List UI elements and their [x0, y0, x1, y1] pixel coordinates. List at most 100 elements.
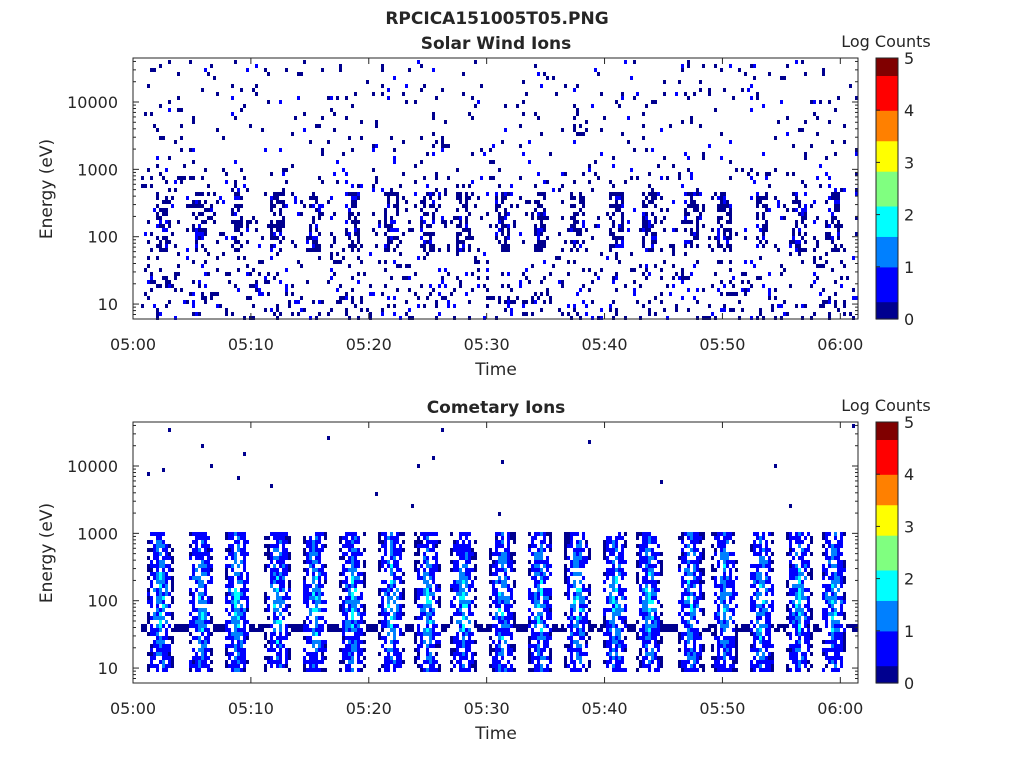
heatmap-cell: [408, 264, 411, 268]
heatmap-cell: [231, 652, 234, 656]
heatmap-cell: [519, 144, 522, 148]
heatmap-cell: [612, 568, 615, 572]
heatmap-cell: [498, 644, 501, 648]
heatmap-cell: [738, 300, 741, 304]
heatmap-cell: [384, 636, 387, 640]
heatmap-cell: [327, 312, 330, 316]
heatmap-cell: [282, 188, 285, 192]
heatmap-cell: [321, 212, 324, 216]
heatmap-cell: [816, 216, 819, 220]
heatmap-cell: [312, 192, 315, 196]
heatmap-cell: [522, 304, 525, 308]
heatmap-cell: [159, 660, 162, 664]
heatmap-cell: [207, 548, 210, 552]
heatmap-cell: [198, 232, 201, 236]
heatmap-cell: [441, 88, 444, 92]
heatmap-cell: [429, 240, 432, 244]
heatmap-cell: [354, 224, 357, 228]
heatmap-cell: [621, 192, 624, 196]
heatmap-cell: [318, 204, 321, 208]
heatmap-cell: [729, 228, 732, 232]
heatmap-cell: [240, 536, 243, 540]
heatmap-cell: [246, 660, 249, 664]
heatmap-cell: [645, 564, 648, 568]
heatmap-cell: [195, 216, 198, 220]
heatmap-cell: [330, 96, 333, 100]
heatmap-cell: [708, 88, 711, 92]
heatmap-cell: [357, 632, 360, 636]
heatmap-cell: [273, 660, 276, 664]
heatmap-cell: [471, 652, 474, 656]
heatmap-cell: [606, 600, 609, 604]
heatmap-cell: [372, 168, 375, 172]
heatmap-cell: [246, 540, 249, 544]
heatmap-cell: [348, 236, 351, 240]
heatmap-cell: [750, 176, 753, 180]
heatmap-cell: [729, 260, 732, 264]
heatmap-cell: [576, 564, 579, 568]
heatmap-cell: [582, 616, 585, 620]
heatmap-cell: [357, 648, 360, 652]
heatmap-cell: [684, 588, 687, 592]
heatmap-cell: [642, 548, 645, 552]
heatmap-cell: [312, 652, 315, 656]
heatmap-cell: [204, 68, 207, 72]
heatmap-cell: [240, 652, 243, 656]
heatmap-cell: [162, 608, 165, 612]
heatmap-cell: [390, 572, 393, 576]
heatmap-cell: [234, 196, 237, 200]
heatmap-cell: [498, 560, 501, 564]
heatmap-cell: [648, 664, 651, 668]
heatmap-cell: [252, 304, 255, 308]
heatmap-cell: [399, 612, 402, 616]
heatmap-cell: [564, 576, 567, 580]
heatmap-cell: [240, 196, 243, 200]
heatmap-cell: [462, 576, 465, 580]
heatmap-cell: [537, 580, 540, 584]
heatmap-cell: [381, 628, 384, 632]
heatmap-cell: [435, 624, 438, 628]
heatmap-cell: [240, 552, 243, 556]
heatmap-cell: [195, 204, 198, 208]
heatmap-cell: [462, 644, 465, 648]
heatmap-cell: [651, 536, 654, 540]
heatmap-cell: [324, 600, 327, 604]
heatmap-cell: [546, 568, 549, 572]
heatmap-cell: [264, 632, 267, 636]
heatmap-cell: [255, 284, 258, 288]
heatmap-cell: [603, 556, 606, 560]
heatmap-cell: [507, 612, 510, 616]
panel-cometary-ions: Cometary Ions Time Energy (eV) Log Count…: [37, 396, 931, 744]
heatmap-cell: [474, 552, 477, 556]
heatmap-cell: [546, 624, 549, 628]
heatmap-cell: [228, 548, 231, 552]
heatmap-cell: [651, 192, 654, 196]
heatmap-cell: [720, 68, 723, 72]
heatmap-cell: [162, 640, 165, 644]
heatmap-cell: [759, 228, 762, 232]
heatmap-cell: [345, 616, 348, 620]
heatmap-cell: [201, 600, 204, 604]
heatmap-cell: [261, 628, 264, 632]
heatmap-cell: [519, 176, 522, 180]
heatmap-cell: [492, 160, 495, 164]
heatmap-cell: [651, 596, 654, 600]
heatmap-cell: [243, 540, 246, 544]
heatmap-cell: [156, 224, 159, 228]
heatmap-cell: [246, 552, 249, 556]
heatmap-cell: [696, 192, 699, 196]
heatmap-cell: [519, 624, 522, 628]
heatmap-cell: [204, 628, 207, 632]
heatmap-cell: [477, 196, 480, 200]
heatmap-cell: [165, 556, 168, 560]
heatmap-cell: [696, 228, 699, 232]
heatmap-cell: [582, 604, 585, 608]
heatmap-cell: [267, 72, 270, 76]
heatmap-cell: [399, 576, 402, 580]
heatmap-cell: [369, 316, 372, 320]
heatmap-cell: [618, 196, 621, 200]
heatmap-cell: [264, 568, 267, 572]
heatmap-cell: [537, 604, 540, 608]
heatmap-cell: [201, 536, 204, 540]
heatmap-cell: [756, 92, 759, 96]
